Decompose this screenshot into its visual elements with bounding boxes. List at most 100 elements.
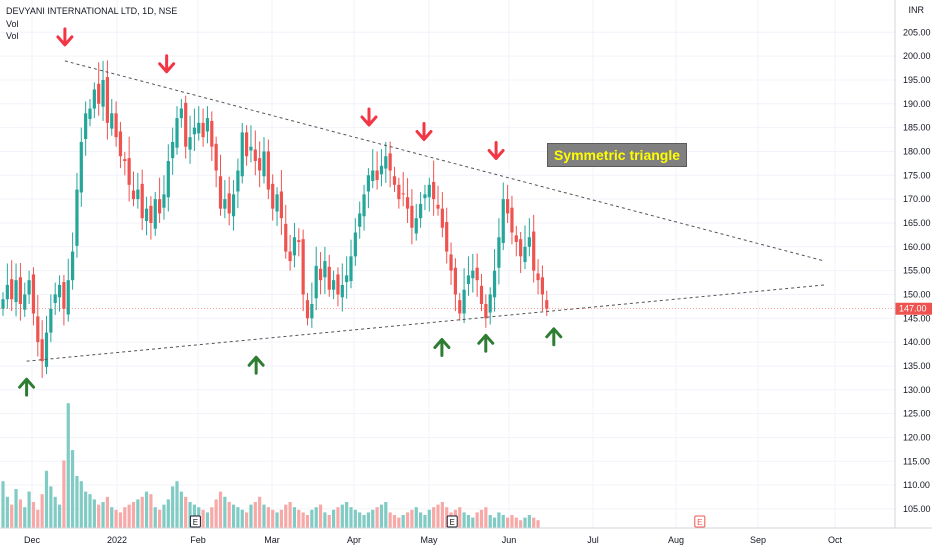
volume-bar (262, 504, 266, 528)
candle-body (388, 153, 392, 171)
volume-bar (375, 507, 379, 528)
candle-body (279, 191, 283, 219)
volume-bar (445, 507, 449, 528)
volume-bar (388, 512, 392, 528)
volume-bar (523, 517, 527, 528)
candle-body (110, 113, 114, 129)
volume-bar (305, 515, 310, 528)
candle-body (253, 149, 257, 161)
candle-body (158, 199, 162, 214)
volume-bar (279, 509, 283, 528)
volume-bar (258, 496, 262, 528)
candle-body (231, 194, 236, 217)
upper-trendline (64, 60, 825, 262)
volume-bar (105, 496, 109, 528)
volume-bar (284, 504, 288, 528)
volume-bar (440, 502, 444, 528)
candle-body (179, 108, 183, 119)
volume-bar (514, 517, 518, 528)
earnings-marker-glyph: E (697, 518, 702, 527)
time-axis[interactable]: Dec 2022 Feb Mar Apr May Jun Jul Aug Sep Oct (24, 535, 843, 545)
volume-legend-1: Vol (6, 19, 19, 29)
volume-bar (218, 491, 223, 528)
candle-body (332, 280, 336, 290)
candle-body (423, 194, 427, 199)
volume-bar (227, 502, 231, 528)
y-tick-label: 185.00 (903, 123, 931, 133)
candle-body (188, 137, 192, 150)
earnings-marker-icon[interactable] (446, 515, 458, 528)
volume-bar (175, 481, 179, 528)
candle-body (419, 203, 423, 219)
candle-body (210, 120, 214, 147)
volume-bar (149, 494, 153, 528)
volume-bar (340, 504, 344, 528)
price-axis[interactable]: 105.00 110.00 115.00 120.00 125.00 130.00 135.… (0, 0, 932, 529)
y-tick-label: 140.00 (903, 337, 931, 347)
candle-body (175, 118, 179, 148)
x-tick-label: Feb (190, 535, 206, 545)
volume-bar (14, 489, 18, 528)
candle-body (14, 280, 18, 303)
candle-body (262, 151, 266, 177)
volume-bar (53, 496, 57, 528)
candle-body (105, 77, 109, 123)
candle-body (31, 274, 36, 314)
volume-bar (36, 509, 40, 528)
candle-body (40, 339, 44, 362)
candle-body (153, 199, 157, 229)
volume-bar (153, 507, 157, 528)
candle-body (71, 251, 75, 281)
volume-bar (205, 512, 210, 528)
volume-bar (114, 509, 118, 528)
x-tick-label: Apr (347, 535, 361, 545)
candle-body (227, 193, 231, 214)
currency-label: INR (908, 5, 925, 15)
candle-body (271, 183, 275, 209)
candle-body (475, 267, 479, 281)
candle-body (92, 89, 96, 109)
volume-bar (423, 515, 427, 528)
candle-body (449, 254, 453, 271)
volume-bar (231, 504, 236, 528)
y-tick-label: 145.00 (903, 313, 931, 323)
x-tick-label: Aug (668, 535, 684, 545)
volume-bar (123, 507, 127, 528)
candle-body (249, 146, 253, 151)
volume-bar (484, 507, 488, 528)
volume-bar (292, 507, 297, 528)
y-tick-label: 175.00 (903, 170, 931, 180)
candle-body (318, 268, 323, 281)
volume-bar (336, 507, 340, 528)
y-tick-label: 170.00 (903, 194, 931, 204)
volume-bar (179, 491, 183, 528)
candle-body (436, 204, 440, 209)
volume-bar (88, 494, 92, 528)
volume-bar (62, 460, 66, 528)
y-tick-label: 150.00 (903, 289, 931, 299)
candle-body (488, 294, 492, 313)
earnings-marker-icon[interactable] (189, 515, 201, 528)
candle-body (240, 132, 244, 177)
candle-body (514, 235, 518, 243)
candle-body (462, 289, 466, 314)
grid-lines (0, 0, 895, 528)
last-price-line: 147.00 (0, 302, 932, 315)
pattern-annotation[interactable]: Symmetric triangle (547, 143, 687, 167)
volume-bar (510, 515, 514, 528)
volume-bar (323, 512, 327, 528)
volume-bar (158, 509, 162, 528)
volume-bar (66, 403, 70, 528)
y-tick-label: 180.00 (903, 146, 931, 156)
candle-body (301, 239, 305, 295)
candle-body (392, 176, 397, 185)
candle-body (371, 170, 375, 182)
volume-bar (201, 509, 205, 528)
volume-bar (184, 496, 188, 528)
volume-bar (414, 507, 418, 528)
earnings-marker-icon[interactable] (694, 515, 706, 528)
candle-body (471, 270, 475, 279)
volume-bar (358, 512, 362, 528)
